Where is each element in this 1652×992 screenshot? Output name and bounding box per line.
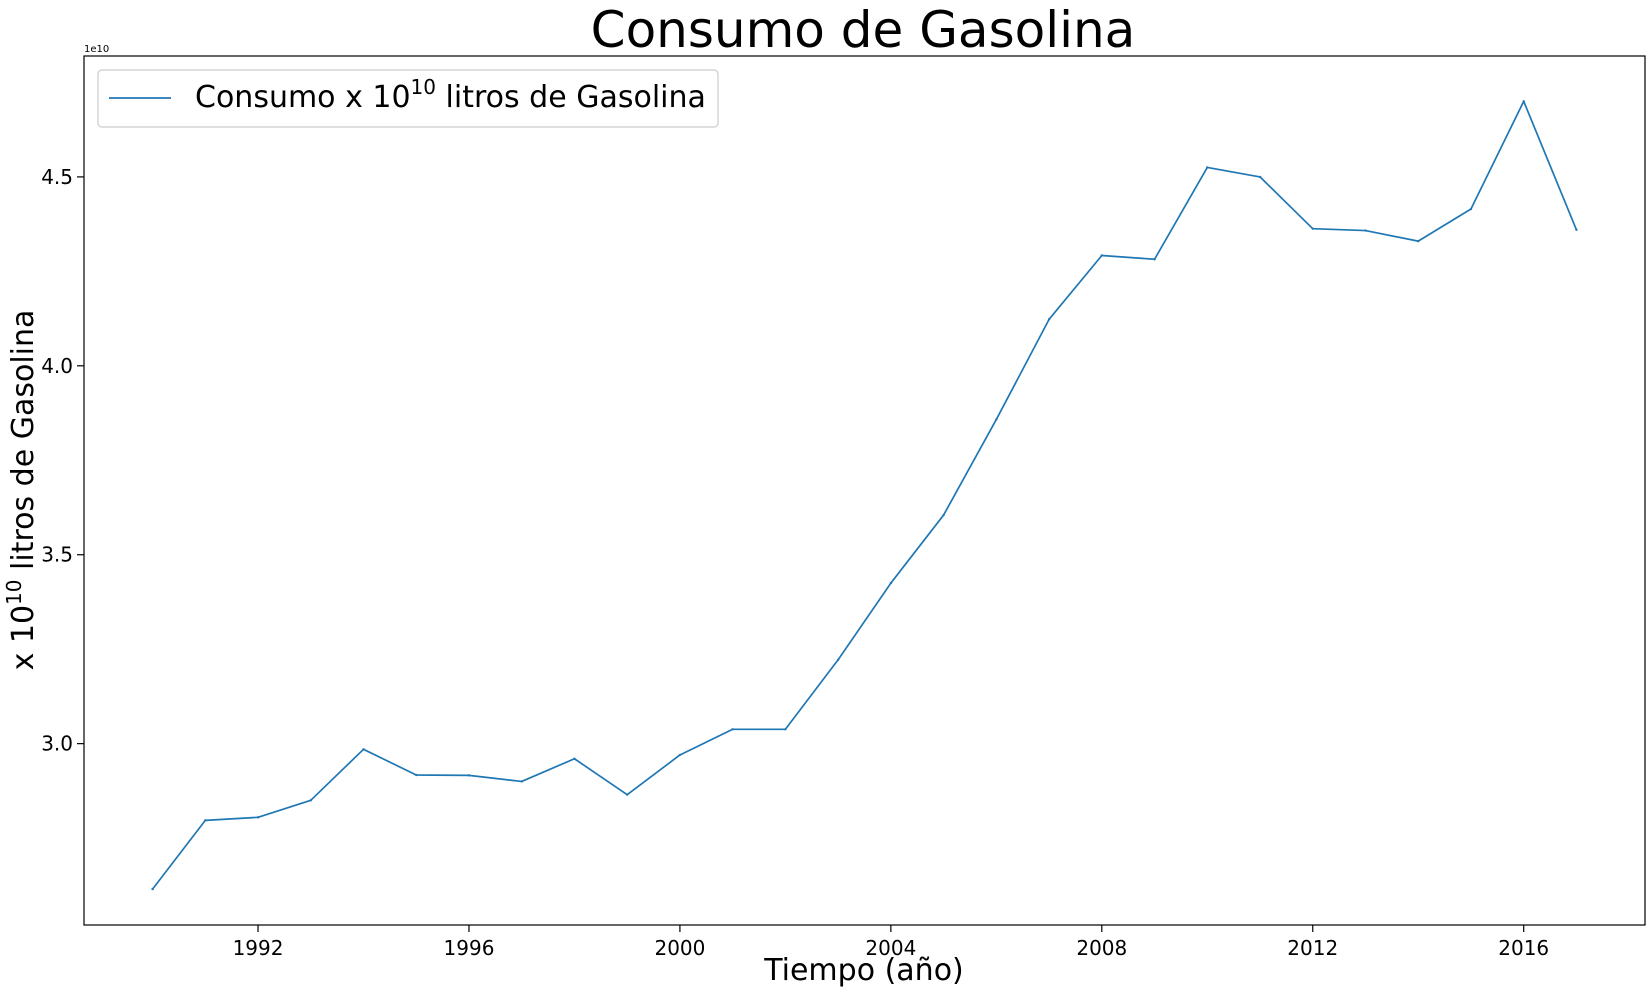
data-point (1364, 229, 1367, 232)
y-axis-offset-label: 1e10 (84, 44, 109, 55)
x-tick-label: 1992 (233, 936, 284, 960)
legend-label-suffix: litros de Gasolina (436, 80, 706, 115)
legend-box (97, 69, 719, 128)
data-point (362, 748, 365, 751)
y-axis-label-exponent: 10 (2, 579, 26, 604)
y-axis-label: x 1010 litros de Gasolina (2, 310, 41, 671)
legend-entry-label: Consumo x 1010 litros de Gasolina (195, 75, 706, 115)
data-point (520, 780, 523, 783)
data-point (1311, 227, 1314, 230)
y-tick-label: 3.5 (41, 543, 73, 567)
y-axis-ticks: 3.0 3.5 4.0 4.5 (41, 165, 84, 756)
chart-title: Consumo de Gasolina (591, 1, 1136, 59)
x-tick-label: 2008 (1076, 936, 1127, 960)
data-point (415, 773, 418, 777)
x-tick-label: 1996 (444, 936, 495, 960)
x-axis-ticks: 1992 1996 2000 2004 2008 2012 2016 (233, 925, 1549, 960)
y-tick-label: 4.0 (41, 354, 73, 378)
data-point (204, 819, 207, 822)
data-point (1258, 175, 1262, 179)
series-line (151, 100, 1578, 890)
data-point (1153, 258, 1156, 261)
plot-area (83, 55, 1646, 926)
x-tick-label: 2004 (865, 936, 916, 960)
data-point (1469, 207, 1473, 211)
data-point (1047, 318, 1051, 321)
x-tick-label: 2016 (1498, 936, 1549, 960)
data-point (1206, 166, 1209, 169)
data-point (256, 816, 260, 819)
data-point (1522, 100, 1525, 103)
data-point (889, 581, 893, 585)
data-point (151, 887, 154, 891)
data-point (1100, 254, 1104, 257)
data-point (1417, 239, 1420, 243)
data-point (625, 793, 629, 796)
y-tick-label: 4.5 (41, 165, 73, 189)
data-point (836, 658, 840, 661)
series-layer (151, 100, 1578, 891)
data-point (309, 799, 312, 802)
data-point (573, 757, 576, 760)
legend: Consumo x 1010 litros de Gasolina (97, 69, 719, 128)
y-tick-label: 3.0 (41, 732, 73, 756)
y-axis-label-prefix: x 10 (6, 605, 41, 670)
legend-label-exponent: 10 (411, 75, 436, 99)
data-point (678, 753, 682, 757)
data-point (942, 513, 945, 517)
x-axis-label: Tiempo (año) (763, 953, 964, 988)
data-point (784, 728, 787, 731)
x-tick-label: 2012 (1287, 936, 1338, 960)
y-axis-label-suffix: litros de Gasolina (6, 310, 41, 580)
data-point (467, 774, 471, 777)
data-point (1575, 228, 1578, 231)
legend-label-prefix: Consumo x 10 (195, 80, 411, 115)
data-point (731, 728, 734, 731)
x-tick-label: 2000 (654, 936, 705, 960)
data-point (995, 418, 998, 421)
